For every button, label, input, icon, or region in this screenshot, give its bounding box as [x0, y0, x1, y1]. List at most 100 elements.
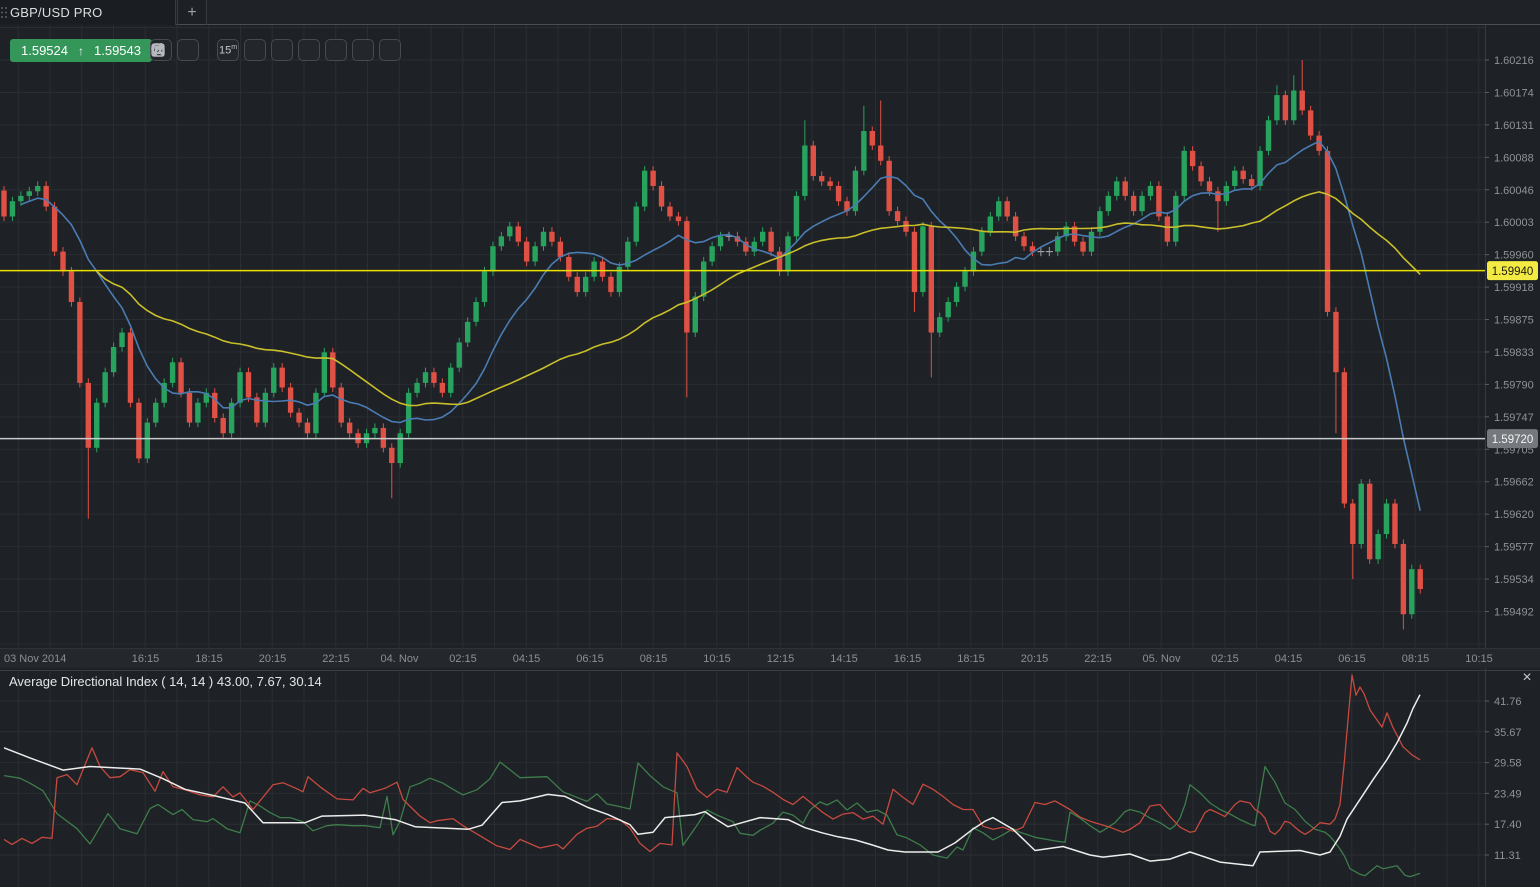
price-axis-label: 1.60003 — [1494, 217, 1534, 229]
edit-chart-button[interactable] — [151, 39, 374, 61]
adx-indicator-label[interactable]: Average Directional Index ( 14, 14 ) 43.… — [9, 674, 322, 689]
candlestick-down — [1189, 150, 1196, 167]
time-axis[interactable] — [0, 648, 1540, 668]
candlestick-up — [228, 402, 235, 434]
adx-axis-label: 11.31 — [1494, 850, 1521, 862]
adx-background — [0, 670, 1540, 887]
candlestick-up — [144, 422, 151, 459]
time-axis-label: 02:15 — [1211, 653, 1239, 665]
quote-badge[interactable]: 1.59524 ↑ 1.59543 — [10, 39, 152, 62]
candlestick-up — [945, 301, 951, 318]
time-axis-label: 12:15 — [767, 653, 795, 665]
candlestick-down — [1206, 181, 1213, 192]
candlestick-down — [1, 190, 7, 217]
candlestick-up — [94, 402, 100, 448]
candlestick-down — [675, 216, 682, 222]
candlestick-down — [330, 352, 336, 388]
time-axis-label: 22:15 — [322, 653, 350, 665]
candlestick-up — [852, 170, 859, 212]
candlestick-down — [127, 332, 134, 403]
time-axis-label: 22:15 — [1084, 653, 1112, 665]
candlestick-down — [776, 251, 783, 272]
adx-indicator-chart[interactable]: 41.76 35.67 29.58 23.49 17.40 11.31 — [0, 670, 1540, 887]
candlestick-down — [878, 145, 884, 161]
time-axis-label: 04. Nov — [381, 653, 419, 665]
tick-up-arrow-icon: ↑ — [78, 43, 84, 58]
tab-bar: GBP/USD PRO + — [0, 0, 1540, 25]
candlestick-up — [1139, 195, 1145, 212]
candlestick-down — [1350, 503, 1356, 544]
chart-type-button[interactable] — [152, 39, 266, 61]
candlestick-down — [928, 226, 934, 333]
indicators-button[interactable] — [151, 39, 293, 61]
candlestick-up — [321, 352, 328, 393]
timeframe-button[interactable]: 15m — [217, 39, 239, 61]
candlestick-down — [1299, 90, 1305, 111]
candlestick-down — [667, 206, 673, 217]
price-axis-label: 1.59833 — [1494, 347, 1534, 359]
candlestick-up — [760, 231, 766, 242]
draw-button[interactable] — [152, 39, 401, 61]
candlestick-up — [633, 206, 639, 242]
chart-toolbar: 15m — [150, 39, 401, 61]
ask-price[interactable]: 1.59543 — [94, 43, 141, 58]
candlestick-up — [987, 216, 994, 232]
candlestick-up — [271, 367, 277, 393]
candlestick-down — [734, 236, 741, 242]
candlestick-down — [279, 367, 285, 388]
candlestick-down — [1282, 95, 1289, 121]
candlestick-down — [827, 181, 833, 186]
zoom-in-button[interactable] — [151, 39, 199, 61]
candlestick-up — [1181, 150, 1187, 196]
candlestick-down — [1198, 166, 1204, 182]
candlestick-up — [1274, 95, 1280, 121]
candlestick-down — [389, 447, 395, 464]
candlestick-up — [641, 170, 648, 207]
candlestick-down — [810, 145, 816, 177]
candlestick-up — [1409, 569, 1415, 615]
candlestick-down — [844, 201, 850, 212]
candlestick-up — [169, 362, 176, 383]
candlestick-down — [1316, 135, 1322, 151]
tab-gbpusd-pro[interactable]: GBP/USD PRO — [0, 0, 176, 25]
main-chart[interactable]: 1.60216 1.60174 1.60131 1.60088 1.60046 1.600… — [0, 0, 1540, 670]
candlestick-up — [313, 392, 319, 434]
price-line-badge-label: 1.59940 — [1492, 266, 1534, 278]
candlestick-up — [970, 251, 977, 272]
time-axis-label: 20:15 — [1021, 653, 1049, 665]
adx-close-icon[interactable]: × — [1522, 669, 1532, 686]
candlestick-up — [591, 261, 597, 277]
price-axis-label: 1.59534 — [1494, 574, 1534, 586]
bid-price[interactable]: 1.59524 — [21, 43, 68, 58]
adx-axis-label: 35.67 — [1494, 727, 1522, 739]
candlestick-down — [1004, 201, 1010, 217]
price-line-badge-label: 1.59720 — [1492, 434, 1534, 446]
price-axis[interactable] — [1485, 0, 1540, 670]
candlestick-up — [979, 231, 985, 252]
new-tab-button[interactable]: + — [177, 0, 207, 25]
ma-fast-line — [20, 140, 1421, 511]
pencil-icon — [152, 44, 165, 57]
candlestick-down — [254, 397, 260, 423]
candlestick-up — [1173, 195, 1179, 242]
tab-drag-handle-icon[interactable] — [0, 6, 8, 19]
time-axis-label: 10:15 — [1465, 653, 1493, 665]
candlestick-down — [515, 226, 521, 242]
adx-axis-label: 23.49 — [1494, 788, 1522, 800]
time-axis-label: 05. Nov — [1143, 653, 1181, 665]
duplicate-button[interactable] — [152, 39, 347, 61]
candlestick-down — [1307, 110, 1314, 136]
candlestick-down — [186, 392, 193, 423]
candlestick-up — [920, 226, 926, 293]
candlestick-down — [1392, 503, 1398, 544]
candlestick-up — [861, 130, 867, 171]
candlestick-up — [422, 372, 429, 383]
candlestick-up — [532, 246, 538, 262]
time-axis-label: 02:15 — [449, 653, 477, 665]
candlestick-up — [119, 332, 125, 348]
candlestick-up — [717, 236, 724, 247]
candlestick-up — [1114, 181, 1120, 196]
fullscreen-button[interactable] — [151, 39, 320, 61]
time-axis-label: 16:15 — [894, 653, 922, 665]
candlestick-down — [894, 211, 901, 222]
